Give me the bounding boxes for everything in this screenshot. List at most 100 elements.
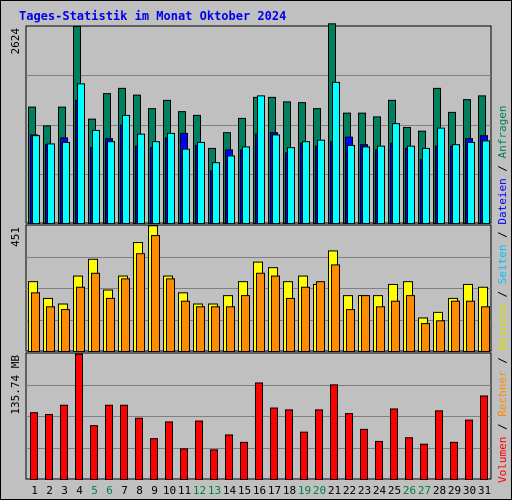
- day-tick-label: 21: [328, 484, 341, 497]
- day-tick-label: 3: [61, 484, 68, 497]
- bar-rechner: [76, 286, 85, 353]
- panel-2-max-label: 135.74 MB: [9, 355, 22, 415]
- bar-volumen: [360, 428, 368, 480]
- bar-volumen: [240, 441, 248, 480]
- day-tick-label: 19: [298, 484, 311, 497]
- bar-rechner: [211, 306, 220, 353]
- day-tick-label: 23: [358, 484, 371, 497]
- bar-rechner: [406, 295, 415, 353]
- bar-seiten: [467, 141, 475, 224]
- bar-rechner: [241, 295, 250, 353]
- panel-0-max-label: 2624: [9, 28, 22, 55]
- bar-rechner: [286, 297, 295, 353]
- day-tick-label: 12: [193, 484, 206, 497]
- bar-seiten: [347, 144, 355, 224]
- bar-seiten: [92, 129, 100, 224]
- bar-seiten: [242, 146, 250, 224]
- day-tick-label: 22: [343, 484, 356, 497]
- legend-separator: /: [496, 350, 509, 371]
- bar-seiten: [272, 134, 280, 224]
- bar-seiten: [137, 133, 145, 224]
- bar-seiten: [32, 135, 40, 225]
- bar-seiten: [452, 144, 460, 224]
- bar-seiten: [167, 132, 175, 224]
- bar-rechner: [121, 278, 130, 352]
- bar-rechner: [106, 297, 115, 353]
- day-tick-label: 2: [46, 484, 53, 497]
- bar-volumen: [435, 410, 443, 480]
- legend-item-dateien: Dateien: [496, 178, 509, 225]
- bar-rechner: [61, 309, 70, 353]
- bar-rechner: [436, 320, 445, 352]
- bar-volumen: [420, 443, 428, 480]
- bar-rechner: [46, 306, 55, 353]
- bar-seiten: [257, 95, 265, 224]
- bar-volumen: [135, 417, 143, 480]
- bar-volumen: [120, 404, 128, 480]
- bar-rechner: [376, 306, 385, 353]
- bar-volumen: [480, 395, 488, 481]
- legend-separator: /: [496, 158, 509, 179]
- bar-volumen: [300, 431, 308, 480]
- day-tick-label: 29: [448, 484, 461, 497]
- bar-volumen: [285, 409, 293, 481]
- bar-volumen: [210, 449, 218, 480]
- day-tick-label: 6: [106, 484, 113, 497]
- bar-seiten: [122, 114, 130, 224]
- bar-seiten: [287, 147, 295, 224]
- day-tick-label: 25: [388, 484, 401, 497]
- bar-rechner: [166, 278, 175, 352]
- bar-rechner: [271, 275, 280, 352]
- day-tick-label: 14: [223, 484, 237, 497]
- legend-item-seiten: Seiten: [496, 244, 509, 285]
- legend-item-besuche: Besuche: [496, 304, 509, 351]
- bar-seiten: [317, 139, 325, 224]
- bar-rechner: [256, 272, 265, 352]
- bar-rechner: [301, 286, 310, 353]
- legend-separator: /: [496, 284, 509, 305]
- chart-title: Tages-Statistik im Monat Oktober 2024: [19, 9, 287, 23]
- bar-volumen: [465, 419, 473, 481]
- bar-volumen: [90, 425, 98, 480]
- day-tick-label: 16: [253, 484, 266, 497]
- day-tick-label: 4: [76, 484, 83, 497]
- legend-separator: /: [496, 224, 509, 245]
- day-tick-label: 9: [151, 484, 158, 497]
- bar-rechner: [151, 235, 160, 352]
- bar-volumen: [75, 353, 83, 480]
- bar-volumen: [105, 404, 113, 480]
- bar-seiten: [47, 143, 55, 224]
- bar-seiten: [212, 162, 220, 224]
- bar-seiten: [152, 141, 160, 224]
- bar-volumen: [255, 382, 263, 480]
- bar-rechner: [391, 300, 400, 353]
- bar-rechner: [181, 300, 190, 353]
- bar-seiten: [227, 155, 235, 224]
- panel-1-max-label: 451: [9, 227, 22, 247]
- legend-separator: /: [496, 416, 509, 437]
- bar-volumen: [330, 384, 338, 481]
- day-tick-label: 26: [403, 484, 416, 497]
- bar-volumen: [390, 408, 398, 480]
- bar-seiten: [392, 123, 400, 224]
- day-tick-label: 31: [478, 484, 491, 497]
- day-tick-label: 1: [31, 484, 38, 497]
- legend-item-volumen: Volumen: [496, 436, 509, 483]
- day-tick-label: 27: [418, 484, 431, 497]
- bar-volumen: [195, 420, 203, 481]
- bar-volumen: [315, 409, 323, 481]
- legend-item-rechner: Rechner: [496, 370, 509, 417]
- bar-volumen: [30, 412, 38, 481]
- bar-seiten: [362, 146, 370, 224]
- bar-seiten: [482, 140, 490, 224]
- bar-rechner: [466, 300, 475, 353]
- bar-volumen: [345, 413, 353, 481]
- bar-volumen: [405, 437, 413, 481]
- bar-rechner: [481, 306, 490, 353]
- bar-seiten: [62, 141, 70, 224]
- day-tick-label: 24: [373, 484, 387, 497]
- day-tick-label: 17: [268, 484, 281, 497]
- day-tick-label: 7: [121, 484, 128, 497]
